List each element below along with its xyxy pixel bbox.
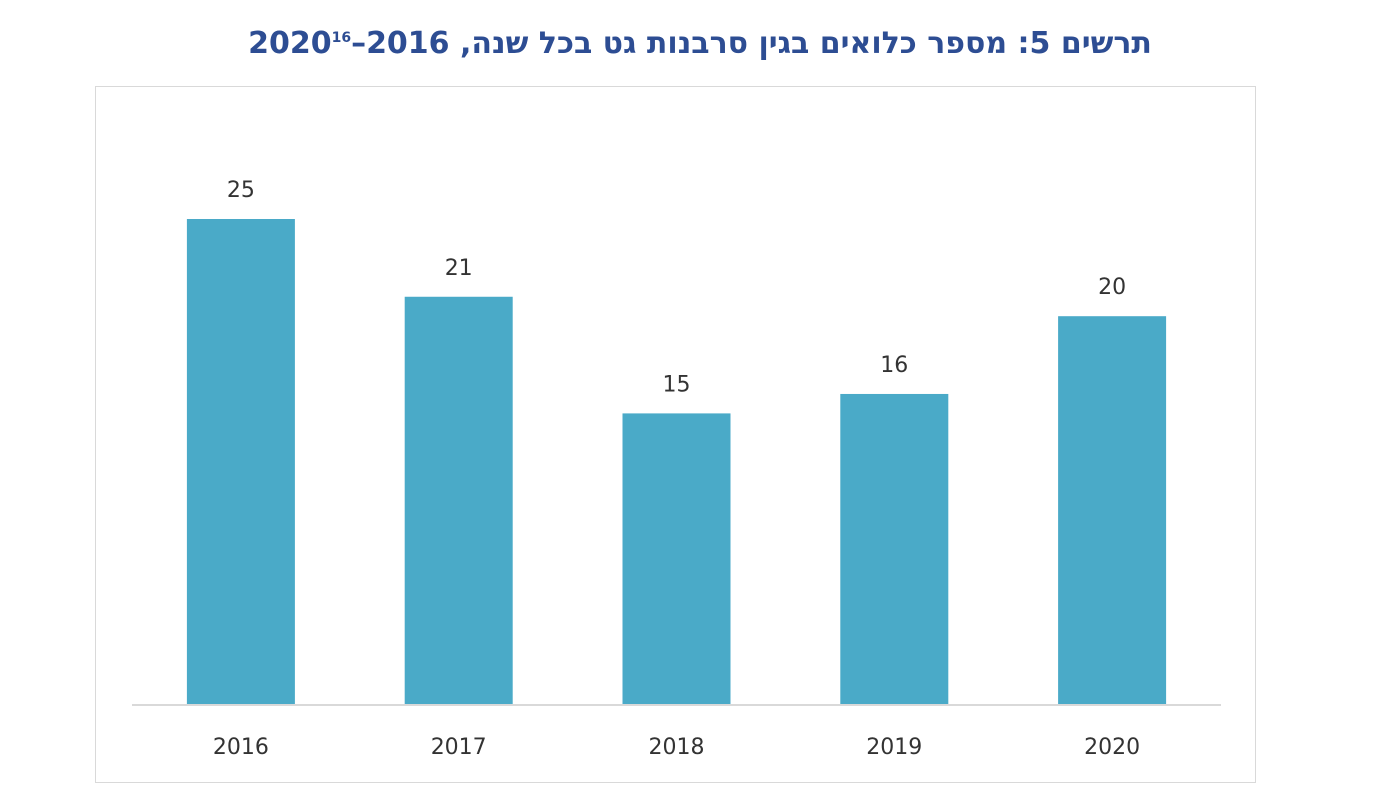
- x-tick-label-2017: 2017: [431, 735, 487, 760]
- data-label-2016: 25: [227, 178, 255, 203]
- chart-title: תרשים 5: מספר כלואים בגין סרבנות גט בכל …: [0, 22, 1400, 66]
- chart-frame: [95, 86, 1256, 783]
- x-tick-label-2018: 2018: [649, 735, 705, 760]
- bars-layer: [186, 219, 1167, 705]
- data-label-2017: 21: [445, 256, 473, 281]
- chart-title-text: תרשים 5: מספר כלואים בגין סרבנות גט בכל …: [248, 26, 1152, 61]
- x-tick-label-2019: 2019: [866, 735, 922, 760]
- x-tick-labels: 2016 2017 2018 2019 2020: [213, 735, 1140, 760]
- bar-2016: [186, 219, 295, 705]
- labels-layer: 25 21 15 16 20: [227, 178, 1126, 397]
- x-tick-label-2016: 2016: [213, 735, 269, 760]
- bar-2019: [840, 393, 949, 705]
- bar-2017: [404, 296, 513, 705]
- bar-2018: [622, 413, 731, 705]
- chart-title-footnote: 16: [331, 30, 352, 46]
- data-label-2018: 15: [663, 372, 691, 397]
- data-label-2020: 20: [1098, 275, 1126, 300]
- data-label-2019: 16: [880, 353, 908, 378]
- x-tick-label-2020: 2020: [1084, 735, 1140, 760]
- bar-2020: [1058, 316, 1167, 705]
